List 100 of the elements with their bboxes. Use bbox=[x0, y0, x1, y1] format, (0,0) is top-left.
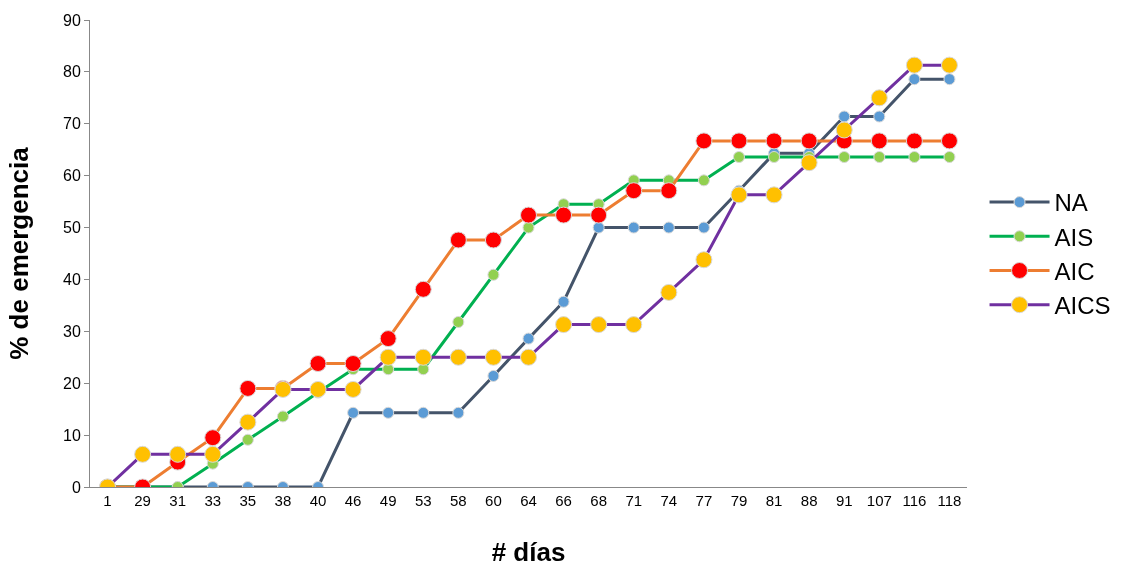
y-tick-label: 70 bbox=[63, 115, 81, 133]
point bbox=[905, 132, 923, 150]
x-tick-label: 68 bbox=[590, 492, 607, 509]
point bbox=[905, 56, 923, 74]
x-tick-label: 77 bbox=[695, 492, 713, 509]
point bbox=[239, 379, 257, 397]
y-tick-label: 80 bbox=[63, 63, 81, 81]
x-tick-label: 79 bbox=[730, 492, 748, 509]
x-tick-label: 74 bbox=[660, 492, 678, 509]
legend-label: AIS bbox=[1054, 223, 1094, 251]
x-tick-label: 49 bbox=[379, 492, 397, 509]
x-tick-label: 46 bbox=[344, 492, 362, 509]
point bbox=[134, 445, 152, 463]
point bbox=[520, 348, 537, 366]
y-axis-title: % de emergencia bbox=[4, 146, 34, 360]
point bbox=[697, 174, 710, 187]
x-tick-label: 64 bbox=[520, 492, 537, 509]
point bbox=[452, 406, 465, 419]
x-tick-label: 66 bbox=[555, 492, 572, 509]
x-tick-label: 60 bbox=[485, 492, 502, 509]
x-tick-label: 1 bbox=[103, 492, 112, 509]
x-tick-label: 33 bbox=[204, 492, 222, 509]
point bbox=[625, 182, 643, 200]
point bbox=[417, 406, 430, 419]
point bbox=[835, 121, 853, 139]
point bbox=[414, 280, 432, 298]
point bbox=[800, 154, 818, 172]
point bbox=[204, 429, 222, 447]
point bbox=[555, 316, 573, 334]
point bbox=[730, 186, 748, 204]
point bbox=[241, 433, 254, 446]
legend-label: AICS bbox=[1054, 292, 1111, 320]
point bbox=[908, 73, 921, 86]
point bbox=[449, 231, 467, 249]
point bbox=[870, 89, 888, 107]
point bbox=[943, 73, 956, 86]
x-tick-label: 38 bbox=[274, 492, 292, 509]
y-tick-label: 10 bbox=[63, 426, 81, 444]
point bbox=[873, 110, 886, 123]
x-axis-title: # días bbox=[491, 537, 566, 567]
point bbox=[417, 363, 430, 376]
point bbox=[838, 110, 851, 123]
x-tick-label: 31 bbox=[169, 492, 187, 509]
legend-label: AIC bbox=[1054, 257, 1095, 285]
point bbox=[660, 182, 678, 200]
x-tick-label: 29 bbox=[134, 492, 151, 509]
point bbox=[838, 150, 851, 163]
point bbox=[344, 355, 362, 372]
y-tick-label: 30 bbox=[63, 322, 81, 340]
point bbox=[276, 410, 289, 423]
point bbox=[730, 132, 748, 150]
point bbox=[940, 56, 958, 74]
point bbox=[695, 132, 713, 150]
point bbox=[309, 380, 327, 398]
point bbox=[557, 295, 570, 308]
point bbox=[414, 348, 432, 366]
x-tick-label: 71 bbox=[625, 492, 643, 509]
point bbox=[487, 268, 500, 281]
legend-label: NA bbox=[1054, 189, 1088, 217]
point bbox=[379, 348, 397, 366]
point bbox=[452, 315, 465, 328]
point bbox=[484, 231, 502, 249]
point bbox=[732, 150, 745, 163]
point bbox=[627, 221, 640, 234]
point bbox=[555, 206, 573, 224]
point bbox=[697, 221, 710, 234]
x-tick-label: 40 bbox=[309, 492, 327, 509]
y-tick-label: 60 bbox=[63, 167, 81, 185]
x-tick-label: 107 bbox=[866, 492, 892, 509]
y-tick-label: 50 bbox=[63, 219, 81, 237]
point bbox=[204, 445, 222, 463]
point bbox=[590, 316, 608, 334]
x-tick-label: 91 bbox=[835, 492, 853, 509]
point bbox=[382, 406, 395, 419]
point bbox=[309, 355, 327, 372]
point bbox=[484, 348, 502, 366]
x-tick-label: 35 bbox=[239, 492, 257, 509]
point bbox=[765, 132, 783, 150]
point bbox=[943, 150, 956, 163]
point bbox=[625, 316, 643, 334]
x-tick-label: 58 bbox=[450, 492, 467, 509]
y-tick-label: 90 bbox=[63, 11, 81, 29]
point bbox=[347, 406, 360, 419]
y-tick-label: 20 bbox=[63, 374, 81, 392]
y-tick-label: 40 bbox=[63, 271, 81, 289]
point bbox=[169, 445, 187, 463]
x-tick-label: 81 bbox=[765, 492, 783, 509]
point bbox=[449, 348, 467, 366]
point bbox=[662, 221, 675, 234]
point bbox=[940, 132, 958, 150]
point bbox=[379, 330, 397, 348]
x-tick-label: 53 bbox=[414, 492, 432, 509]
point bbox=[660, 283, 678, 301]
point bbox=[487, 369, 500, 382]
point bbox=[873, 150, 886, 163]
x-tick-label: 116 bbox=[902, 492, 927, 509]
x-tick-label: 118 bbox=[937, 492, 962, 509]
x-tick-label: 88 bbox=[800, 492, 818, 509]
y-tick-label: 0 bbox=[71, 478, 81, 496]
point bbox=[239, 413, 257, 431]
